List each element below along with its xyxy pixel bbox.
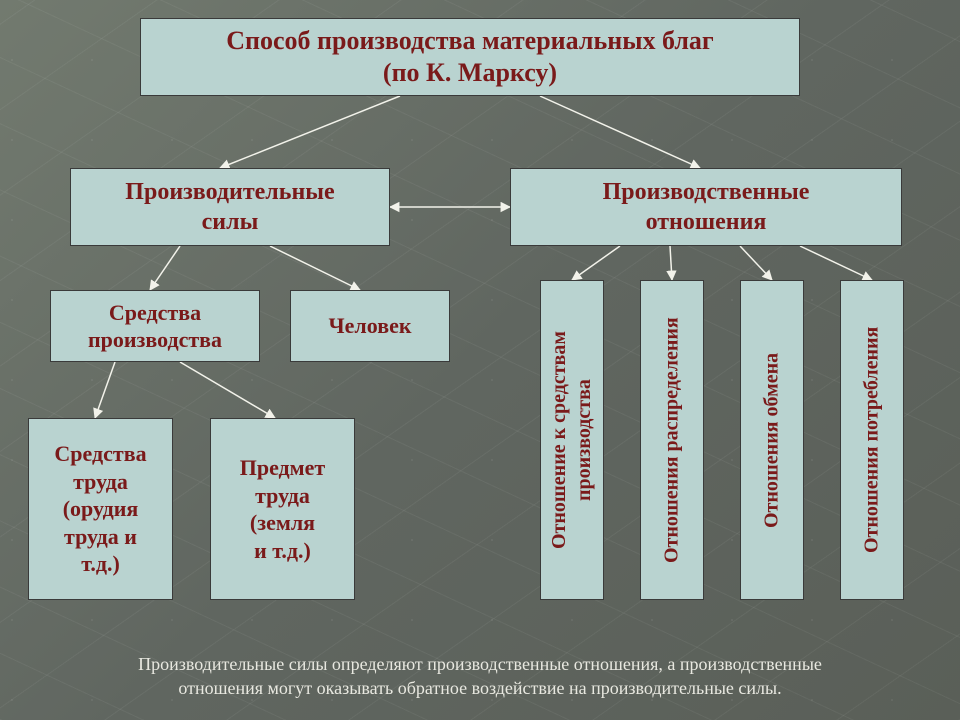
rel-line2: отношения — [603, 207, 810, 237]
node-root: Способ производства материальных благ (п… — [140, 18, 800, 96]
forces-line1: Производительные — [125, 177, 334, 207]
forces-line2: силы — [125, 207, 334, 237]
v1-label: Отношение к средствам производства — [547, 295, 597, 585]
root-line2: (по К. Марксу) — [226, 57, 714, 90]
node-relations-exchange: Отношения обмена — [740, 280, 804, 600]
human-label: Человек — [328, 312, 411, 340]
node-means-of-labor: Средства труда (орудия труда и т.д.) — [28, 418, 173, 600]
node-relations-consumption: Отношения потребления — [840, 280, 904, 600]
tools-line3: (орудия — [54, 495, 146, 523]
node-production-relations: Производственные отношения — [510, 168, 902, 246]
subj-line1: Предмет — [240, 454, 326, 482]
root-line1: Способ производства материальных благ — [226, 25, 714, 58]
footer-caption: Производительные силы определяют произво… — [0, 652, 960, 701]
node-means-of-production: Средства производства — [50, 290, 260, 362]
v3-label: Отношения обмена — [760, 352, 785, 527]
tools-line2: труда — [54, 468, 146, 496]
means-line2: производства — [88, 326, 222, 354]
tools-line5: т.д.) — [54, 550, 146, 578]
tools-line4: труда и — [54, 523, 146, 551]
tools-line1: Средства — [54, 440, 146, 468]
subj-line3: (земля — [240, 509, 326, 537]
subj-line2: труда — [240, 482, 326, 510]
subj-line4: и т.д.) — [240, 537, 326, 565]
v2-label: Отношения распределения — [660, 317, 685, 563]
node-relation-to-means: Отношение к средствам производства — [540, 280, 604, 600]
node-productive-forces: Производительные силы — [70, 168, 390, 246]
means-line1: Средства — [88, 299, 222, 327]
node-human: Человек — [290, 290, 450, 362]
node-relations-distribution: Отношения распределения — [640, 280, 704, 600]
footer-line2: отношения могут оказывать обратное возде… — [178, 678, 781, 698]
rel-line1: Производственные — [603, 177, 810, 207]
footer-line1: Производительные силы определяют произво… — [138, 654, 822, 674]
node-subject-of-labor: Предмет труда (земля и т.д.) — [210, 418, 355, 600]
v4-label: Отношения потребления — [860, 327, 885, 553]
